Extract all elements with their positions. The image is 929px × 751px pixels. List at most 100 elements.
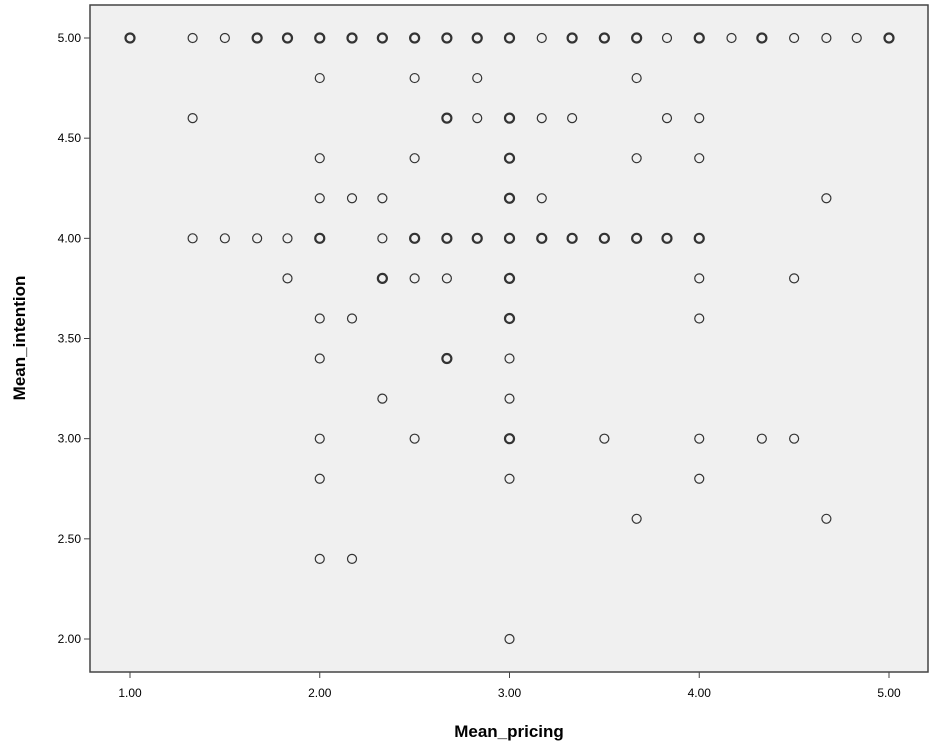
data-point [694,473,705,484]
y-axis-ticks: 2.00 2.50 3.00 3.50 4.00 4.50 5.00 [58,31,90,646]
data-point [314,232,326,244]
data-point [503,32,516,44]
data-point [726,32,737,44]
data-point [756,433,767,444]
y-tick-label: 2.00 [58,632,82,646]
data-point [441,352,453,365]
data-point [409,232,421,244]
data-point [314,553,325,564]
data-point [377,393,388,404]
data-point [661,232,673,244]
data-point [377,233,388,244]
data-point [536,193,547,204]
x-tick-label: 4.00 [688,686,712,700]
data-point [187,233,198,244]
data-point [187,113,198,124]
data-point [504,633,515,645]
data-point [631,513,642,524]
data-point [694,273,705,284]
data-point [187,32,198,44]
x-tick-label: 3.00 [498,686,522,700]
y-tick-label: 3.00 [58,432,82,446]
data-point [566,32,578,44]
x-axis-ticks: 1.00 2.00 3.00 4.00 5.00 [118,672,901,700]
data-point [631,72,642,84]
plot-area [89,4,929,673]
data-point [441,32,453,44]
data-point [409,433,420,444]
data-point [252,233,263,244]
data-point [536,232,548,244]
data-point [441,273,452,284]
data-point [693,232,705,244]
data-point [281,32,294,44]
data-point [503,232,516,244]
data-point [631,32,643,44]
data-point [504,473,515,484]
data-point [631,153,642,164]
data-point [821,513,832,524]
data-point [821,32,832,44]
data-point [314,153,325,164]
data-point [409,72,420,84]
data-point [409,273,420,284]
data-point [598,32,610,44]
data-point [789,433,800,444]
x-tick-label: 2.00 [308,686,332,700]
data-point [314,433,325,444]
data-point [314,473,325,484]
data-point [694,153,705,164]
data-point [821,193,832,204]
data-point [536,32,547,44]
data-point [789,273,800,284]
data-point [503,152,516,164]
data-point [314,193,325,204]
data-point [694,433,705,444]
data-point [314,313,325,324]
data-point [346,32,358,44]
data-point [567,113,578,124]
data-point [851,32,862,44]
data-point [219,233,230,244]
data-point [377,193,388,204]
data-point [282,273,293,284]
data-point [661,113,673,124]
data-point [694,313,705,324]
data-point [694,113,705,124]
data-point [314,32,326,44]
data-point [124,32,136,44]
y-tick-label: 5.00 [58,31,82,45]
data-point [251,32,263,44]
y-axis-title: Mean_intention [10,276,29,401]
data-point [693,32,705,44]
data-point [504,353,515,364]
data-point [441,232,453,244]
data-point [376,32,388,44]
x-axis-title: Mean_pricing [454,722,564,741]
data-point [661,32,673,44]
data-point [503,192,516,204]
data-point [536,113,547,124]
y-tick-label: 2.50 [58,532,82,546]
data-point [472,72,483,84]
data-point [503,272,516,284]
y-tick-label: 4.00 [58,231,82,245]
data-point [598,232,610,244]
x-tick-label: 5.00 [877,686,901,700]
data-point [631,232,643,244]
y-tick-label: 3.50 [58,332,82,346]
data-point [282,233,293,244]
data-point [441,112,453,124]
data-point [503,112,516,124]
data-point [471,32,483,44]
data-point [599,433,610,444]
data-point [376,272,388,284]
data-point [314,72,325,84]
x-tick-label: 1.00 [118,686,142,700]
data-point [883,32,895,44]
data-point [219,32,230,44]
data-point [503,312,516,325]
data-points [124,32,895,645]
data-point [346,313,358,324]
